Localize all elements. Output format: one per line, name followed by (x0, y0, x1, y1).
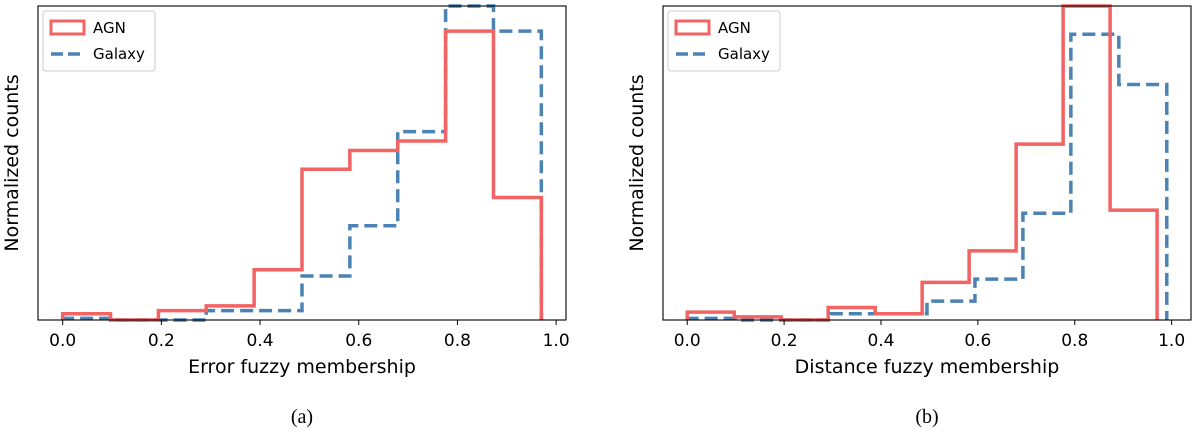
chart-panel-a: 0.0 0.2 0.4 0.6 0.8 1.0 Error fuzzy membership… (1, 4, 570, 428)
x-tick-label: 1.0 (543, 331, 570, 351)
x-tick-label: 0.0 (49, 331, 76, 351)
x-tick-label: 0.6 (964, 331, 991, 351)
legend-label-agn: AGN (93, 19, 126, 37)
x-axis-label: Error fuzzy membership (188, 356, 416, 378)
panel-caption: (a) (291, 406, 313, 428)
panel-caption: (b) (915, 406, 938, 428)
legend: AGN Galaxy (667, 10, 781, 72)
x-tick-label: 1.0 (1158, 331, 1185, 351)
x-axis-label: Distance fuzzy membership (795, 356, 1060, 378)
chart-panel-b: 0.0 0.2 0.4 0.6 0.8 1.0 Distance fuzzy members… (626, 4, 1192, 428)
series-galaxy-b (685, 32, 1169, 322)
legend-label-galaxy: Galaxy (93, 45, 145, 63)
plot-frame (37, 5, 567, 321)
x-tick-label: 0.8 (444, 331, 471, 351)
y-axis-label: Normalized counts (626, 74, 648, 251)
y-axis-label: Normalized counts (1, 74, 23, 251)
legend-label-galaxy: Galaxy (718, 45, 770, 63)
legend-box (42, 10, 156, 72)
legend-swatch-agn (49, 19, 86, 36)
x-tick-label: 0.0 (674, 331, 701, 351)
legend-swatch-agn (674, 19, 711, 36)
x-tick-label: 0.4 (247, 331, 274, 351)
legend-label-agn: AGN (718, 19, 751, 37)
x-tick-label: 0.8 (1061, 331, 1088, 351)
x-tick-label: 0.2 (148, 331, 175, 351)
x-tick-label: 0.2 (771, 331, 798, 351)
legend-box (667, 10, 781, 72)
legend: AGN Galaxy (42, 10, 156, 72)
plot-frame (662, 5, 1192, 321)
x-tick-label: 0.6 (345, 331, 372, 351)
x-tick-label: 0.4 (867, 331, 894, 351)
